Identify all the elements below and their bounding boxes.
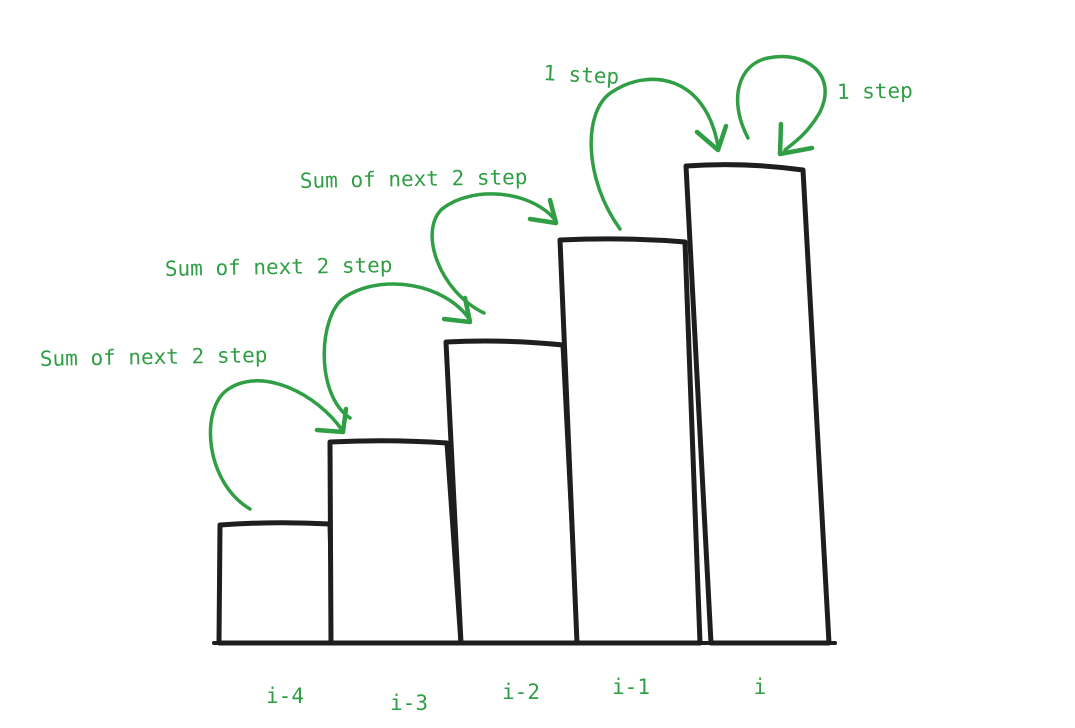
annotation-1-step-left: 1 step xyxy=(543,61,620,89)
arrow-i-minus-3-to-i-minus-2 xyxy=(322,282,473,420)
annotation-1-step-right: 1 step xyxy=(837,79,913,104)
annotation-sum-of-next-2-step-3: Sum of next 2 step xyxy=(300,165,528,193)
step-block-i-minus-3 xyxy=(327,438,464,646)
arrow-i-minus-2-to-i-minus-1 xyxy=(430,192,559,315)
annotation-sum-of-next-2-step-2: Sum of next 2 step xyxy=(165,253,393,281)
step-label-i-minus-3: i-3 xyxy=(390,691,428,715)
step-block-i-minus-1 xyxy=(557,236,703,646)
step-label-i-minus-1: i-1 xyxy=(612,675,650,699)
annotation-sum-of-next-2-step-1: Sum of next 2 step xyxy=(40,343,268,371)
arrow-i-minus-1-to-i xyxy=(589,77,729,231)
step-block-i-minus-2 xyxy=(443,338,581,646)
step-label-i-minus-4: i-4 xyxy=(266,684,304,708)
step-label-i-minus-2: i-2 xyxy=(502,680,540,704)
step-labels: i-4 i-3 i-2 i-1 i xyxy=(266,675,766,715)
step-block-i-minus-4 xyxy=(216,520,336,646)
annotations: Sum of next 2 step Sum of next 2 step Su… xyxy=(40,61,913,371)
arrow-i-to-top xyxy=(735,54,827,157)
step-block-i xyxy=(683,162,832,646)
step-label-i: i xyxy=(754,675,767,699)
arrow-i-minus-4-to-i-minus-3 xyxy=(208,379,349,511)
staircase xyxy=(212,162,837,646)
jump-arrows xyxy=(208,54,827,511)
